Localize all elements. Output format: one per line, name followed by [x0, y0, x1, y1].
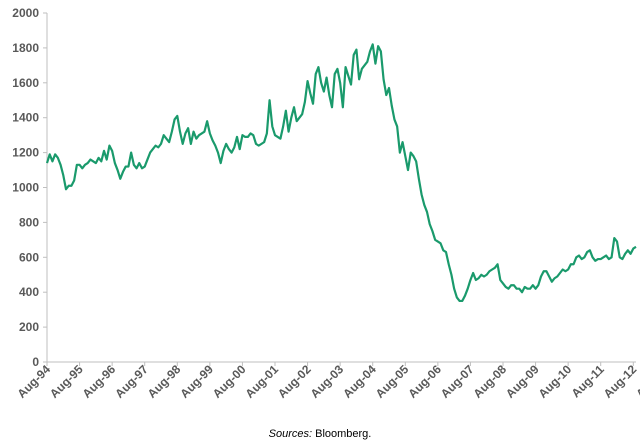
- y-tick-label: 2000: [12, 6, 39, 20]
- x-axis-ticks: Aug-94Aug-95Aug-96Aug-97Aug-98Aug-99Aug-…: [14, 362, 640, 401]
- y-tick-label: 1200: [12, 146, 39, 160]
- x-tick-label: Aug-99: [177, 362, 216, 401]
- y-axis-ticks: 0 200 400 600 800 1000 1200 1400 1600 1800 2000: [12, 6, 47, 369]
- x-tick-label: Aug-03: [308, 362, 347, 401]
- x-tick-label: Aug-95: [47, 362, 86, 401]
- series-group: [45, 43, 637, 303]
- source-label: Sources:: [268, 428, 313, 440]
- x-tick-label: Aug-08: [470, 362, 509, 401]
- x-tick-label: Aug-00: [210, 362, 249, 401]
- y-tick-label: 1400: [12, 111, 39, 125]
- x-tick-label: Aug-06: [405, 362, 444, 401]
- x-tick-label: Aug-09: [503, 362, 542, 401]
- x-tick-label: Aug-11: [569, 362, 607, 400]
- y-tick-label: 1600: [12, 76, 39, 90]
- y-tick-label: 1000: [12, 181, 39, 195]
- y-tick-label: 1800: [12, 41, 39, 55]
- x-tick-label: Aug-04: [340, 362, 379, 401]
- series-line: [45, 43, 637, 303]
- x-tick-label: Aug-07: [438, 362, 477, 401]
- x-tick-label: Aug-98: [145, 362, 184, 401]
- x-tick-label: Aug-12: [601, 362, 640, 401]
- y-tick-label: 0: [32, 355, 39, 369]
- x-tick-label: Aug-02: [275, 362, 314, 401]
- x-tick-label: Aug-96: [80, 362, 119, 401]
- source-text: Bloomberg.: [312, 428, 372, 440]
- y-tick-label: 200: [19, 320, 39, 334]
- x-tick-label: Aug-10: [536, 362, 575, 401]
- x-tick-label: Aug-01: [242, 362, 281, 401]
- x-tick-label: Aug-97: [112, 362, 151, 401]
- source-note: Sources: Bloomberg.: [0, 428, 640, 440]
- y-tick-label: 400: [19, 285, 39, 299]
- x-tick-label: Aug-05: [373, 362, 412, 401]
- y-tick-label: 600: [19, 250, 39, 264]
- y-tick-label: 800: [19, 215, 39, 229]
